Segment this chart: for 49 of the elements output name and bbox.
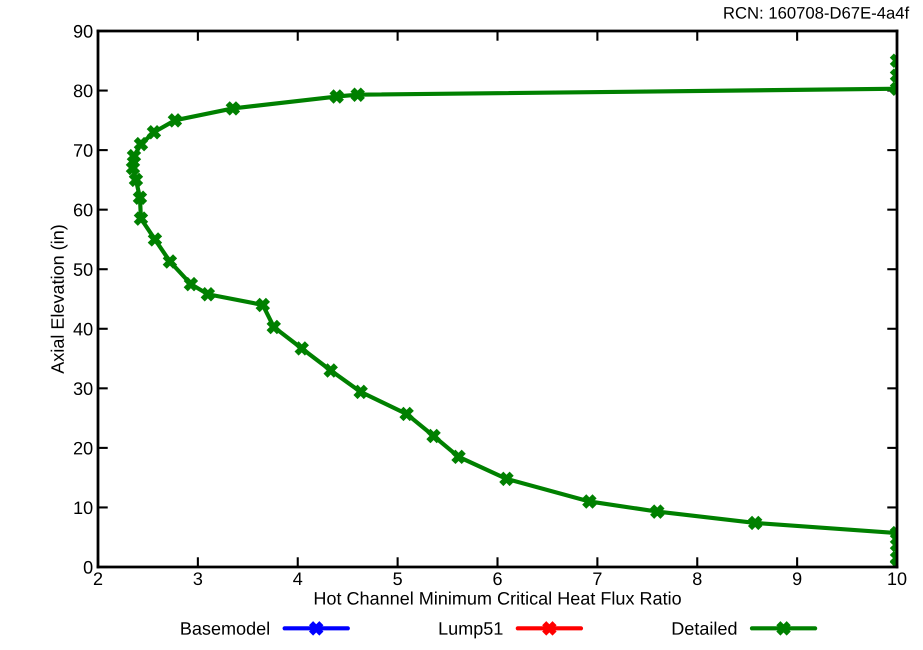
point xyxy=(330,90,344,104)
legend-label: Lump51 xyxy=(440,622,502,638)
x-tick-label: 4 xyxy=(293,572,302,585)
y-tick-label: 70 xyxy=(74,144,92,157)
y-tick-label: 40 xyxy=(73,322,92,336)
x-tick-label: 2 xyxy=(94,572,102,585)
x-axis-title: Hot Channel Minimum Critical Heat Flux Ratio xyxy=(314,591,681,605)
point xyxy=(266,320,281,334)
point xyxy=(426,429,441,443)
point xyxy=(256,298,270,312)
y-tick-label: 30 xyxy=(74,382,92,396)
y-tick-label: 0 xyxy=(84,560,92,574)
x-tick-label: 10 xyxy=(888,572,906,586)
point xyxy=(294,341,309,356)
point xyxy=(354,384,368,399)
x-tick-label: 8 xyxy=(693,572,702,586)
point xyxy=(127,149,141,164)
point xyxy=(133,190,147,205)
y-axis-title: Axial Elevation (in) xyxy=(50,225,68,374)
text: RCN: 160708-D67E-4a4f xyxy=(724,6,910,19)
x-tick-label: 9 xyxy=(792,572,802,586)
y-tick-label: 50 xyxy=(74,263,92,276)
point xyxy=(129,172,143,187)
point xyxy=(350,88,365,102)
legend-label: Basemodel xyxy=(181,622,269,635)
point xyxy=(200,287,215,302)
y-tick-label: 10 xyxy=(74,501,92,514)
point xyxy=(500,472,514,486)
point xyxy=(148,232,162,246)
x-tick-label: 7 xyxy=(593,572,602,585)
y-tick-label: 20 xyxy=(74,442,92,455)
point xyxy=(168,113,182,128)
point xyxy=(134,137,148,152)
legend-label: Detailed xyxy=(672,622,736,635)
x-tick-label: 3 xyxy=(194,572,202,586)
y-tick-label: 90 xyxy=(74,24,92,38)
point xyxy=(452,450,466,464)
point xyxy=(126,161,140,175)
point xyxy=(162,254,177,268)
y-tick-label: 80 xyxy=(74,84,92,98)
point xyxy=(134,212,148,226)
x-tick-label: 6 xyxy=(493,572,502,586)
x-tick-label: 5 xyxy=(393,572,402,586)
point xyxy=(324,364,338,378)
point xyxy=(226,101,240,116)
y-tick-label: 60 xyxy=(74,204,92,216)
point xyxy=(184,277,198,292)
point xyxy=(400,406,414,421)
point xyxy=(146,125,161,140)
